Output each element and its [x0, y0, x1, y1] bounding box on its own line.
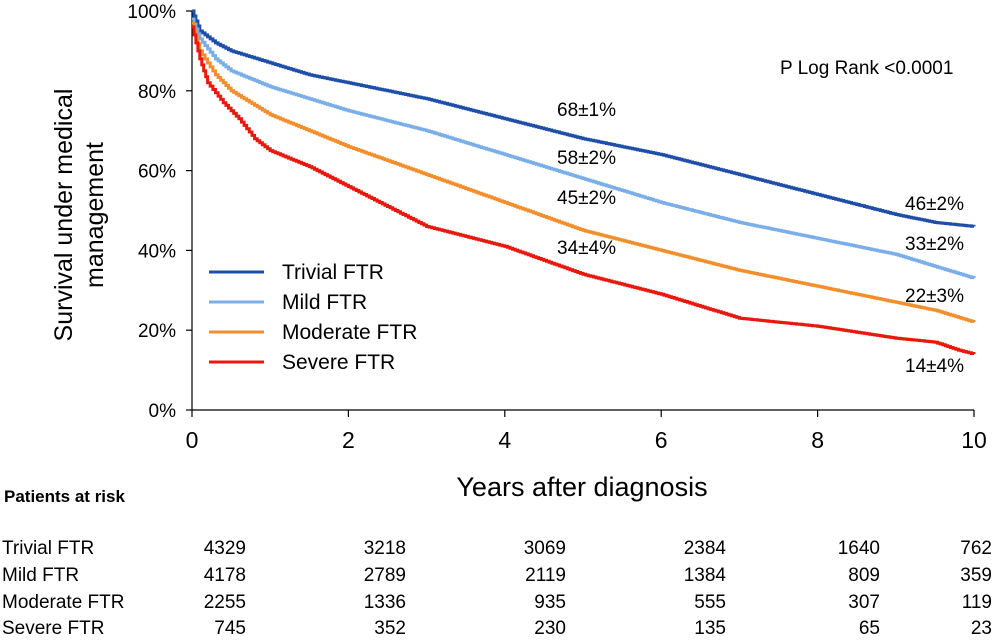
legend-label: Moderate FTR	[282, 321, 417, 344]
y-tick-label: 80%	[138, 82, 176, 103]
y-tick-label: 0%	[149, 401, 177, 422]
legend: Trivial FTR Mild FTR Moderate FTR Severe FT…	[209, 261, 417, 374]
survival-label-mid: 58±2%	[557, 148, 616, 169]
survival-label-mid: 34±4%	[557, 238, 616, 259]
survival-label-mid: 45±2%	[557, 188, 616, 209]
x-tick-label: 6	[655, 427, 668, 453]
axes: 0 2 4 6 8 100%20%40%60%80%100%	[127, 2, 986, 453]
y-tick-label: 20%	[138, 321, 176, 342]
curve-severe-ftr	[192, 25, 976, 355]
legend-label: Mild FTR	[282, 291, 367, 314]
survival-labels: 68±1% 46±2% 58±2% 33±2% 45±2% 22±3% 34±4% 14±4%	[557, 100, 964, 377]
x-tick-label: 2	[342, 427, 355, 453]
y-tick-label: 100%	[127, 2, 176, 23]
survival-label-end: 46±2%	[905, 194, 964, 215]
y-axis-label-line2: management	[81, 142, 109, 288]
y-axis-label-line1: Survival under medical	[50, 89, 78, 342]
y-tick-label: 60%	[138, 162, 176, 183]
curve-moderate-ftr	[192, 21, 976, 323]
legend-label: Severe FTR	[282, 351, 395, 374]
survival-label-end: 33±2%	[905, 234, 964, 255]
x-tick-label: 10	[961, 427, 987, 453]
x-tick-label: 0	[186, 427, 199, 453]
x-axis-label: Years after diagnosis	[456, 472, 707, 502]
p-value-annotation: P Log Rank <0.0001	[780, 58, 953, 79]
curve-mild-ftr	[192, 17, 976, 279]
y-tick-label: 40%	[138, 241, 176, 262]
curve-trivial-ftr	[192, 9, 976, 228]
survival-curves	[192, 9, 976, 355]
survival-label-end: 22±3%	[905, 286, 964, 307]
survival-label-end: 14±4%	[905, 356, 964, 377]
survival-label-mid: 68±1%	[557, 100, 616, 121]
legend-label: Trivial FTR	[282, 261, 384, 284]
x-tick-label: 4	[498, 427, 511, 453]
x-tick-label: 8	[811, 427, 824, 453]
